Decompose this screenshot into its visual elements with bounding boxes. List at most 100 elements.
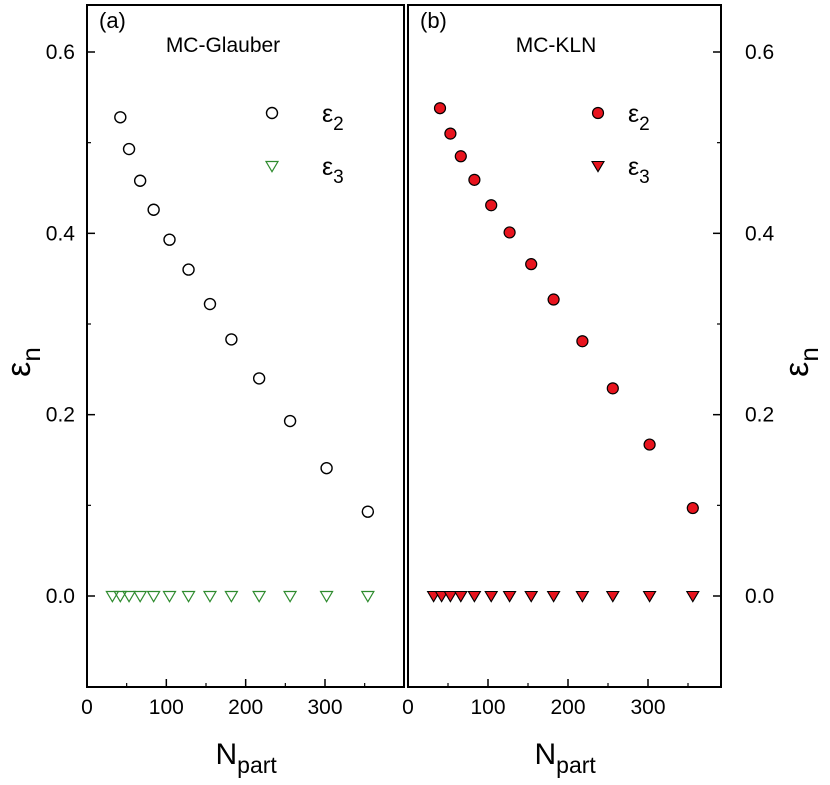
data-point-ε2: [433, 102, 447, 115]
legend-marker-ε2: [591, 106, 605, 120]
legend-label: ε2: [322, 100, 344, 135]
data-point-ε2: [225, 333, 238, 346]
legend-entry-ε2: ε2: [591, 100, 650, 135]
legend-entry-ε3: ε3: [264, 153, 344, 188]
data-point-ε2: [283, 414, 297, 428]
x-tick-label: 200: [550, 696, 585, 719]
data-point-ε3: [453, 590, 468, 603]
data-point-ε2: [576, 335, 589, 348]
x-tick-label: 100: [149, 696, 184, 719]
y-axis-title-group: εn: [0, 347, 46, 377]
data-point-ε3: [162, 590, 177, 603]
data-point-ε2: [320, 461, 333, 475]
legend-label-main: ε: [322, 153, 333, 181]
data-point-ε3: [283, 590, 298, 603]
data-point-ε3: [224, 590, 239, 603]
data-point-ε2: [686, 501, 699, 515]
series-ε2: [114, 111, 375, 518]
legend-label-main: ε: [628, 153, 639, 181]
legend-label-main: ε: [628, 100, 639, 128]
legend-label-main: ε: [322, 100, 333, 128]
series-ε2: [433, 102, 699, 515]
y-tick-label: 0.4: [745, 222, 775, 245]
x-tick-label: 0: [81, 696, 93, 719]
legend-marker-ε3: [264, 160, 280, 173]
legend-marker-ε3: [591, 160, 605, 173]
data-point-ε3: [524, 590, 539, 603]
legend-label: ε3: [628, 153, 650, 188]
data-point-ε2: [444, 127, 457, 140]
data-point-ε2: [114, 111, 127, 124]
data-point-ε2: [163, 233, 176, 246]
x-tick-label: 0: [402, 696, 414, 719]
y-axis-title: εn: [778, 347, 824, 377]
x-axis-title-sub: part: [556, 752, 596, 778]
data-point-ε3: [113, 590, 128, 603]
data-point-ε2: [503, 226, 516, 239]
plot-frame: [86, 4, 405, 688]
data-point-ε3: [252, 590, 267, 603]
y-axis-title-sub: n: [794, 347, 824, 361]
y-tick-label: 0.6: [745, 41, 774, 64]
y-axis-title-group: εn: [778, 347, 824, 377]
data-point-ε3: [642, 590, 657, 603]
data-point-ε2: [122, 142, 136, 156]
data-point-ε3: [319, 590, 334, 603]
plot-frame: [407, 4, 722, 688]
y-tick-label: 0.2: [46, 404, 75, 427]
data-point-ε2: [203, 297, 217, 311]
legend-label-sub: 2: [333, 114, 344, 135]
y-tick-label: 0.2: [745, 404, 774, 427]
legend-label-sub: 2: [639, 114, 650, 135]
data-point-ε2: [147, 203, 160, 216]
y-axis-title-main: ε: [0, 362, 38, 377]
data-point-ε3: [605, 590, 620, 603]
data-point-ε3: [575, 590, 590, 603]
x-axis-title-main: N: [216, 738, 238, 771]
panel-a: 0 100 200 300 0.0 0.2 0.4 0.6 Npart εn (a) MC-Glaub…: [0, 4, 405, 778]
data-point-ε3: [202, 590, 218, 603]
data-point-ε3: [434, 590, 449, 603]
series-ε3: [105, 590, 375, 603]
panel-label: (b): [420, 8, 447, 33]
y-tick-label: 0.0: [46, 585, 75, 608]
data-point-ε2: [182, 263, 195, 276]
data-point-ε3: [146, 590, 161, 603]
legend-entry-ε2: ε2: [265, 100, 344, 135]
data-point-ε3: [484, 590, 499, 603]
data-point-ε3: [443, 590, 458, 603]
x-axis-title: Npart: [535, 738, 597, 778]
data-point-ε3: [181, 590, 196, 603]
x-axis-title-sub: part: [237, 752, 277, 778]
data-point-ε3: [133, 590, 148, 603]
legend-label-sub: 3: [333, 167, 344, 188]
y-tick-label: 0.4: [46, 222, 76, 245]
data-point-ε2: [547, 293, 560, 306]
x-axis-title: Npart: [216, 738, 278, 778]
legend-label: ε3: [322, 153, 344, 188]
series-ε3: [426, 590, 700, 603]
panel-b: 0 100 200 3000.00.20.40.6Npartεn(b)MC-KLNε2…: [402, 4, 824, 778]
data-point-ε2: [361, 505, 375, 518]
data-point-ε3: [502, 590, 517, 603]
data-point-ε2: [252, 372, 266, 385]
data-point-ε3: [467, 590, 482, 603]
y-tick-label: 0.6: [46, 41, 75, 64]
data-point-ε2: [485, 199, 498, 212]
data-point-ε3: [546, 590, 561, 603]
x-tick-label: 300: [307, 696, 342, 719]
legend-marker-ε2: [265, 106, 279, 120]
model-title: MC-Glauber: [166, 34, 280, 57]
x-tick-label: 100: [470, 696, 505, 719]
y-axis-title-main: ε: [778, 362, 816, 377]
x-tick-label: 300: [630, 696, 665, 719]
panel-label: (a): [99, 8, 126, 33]
x-tick-label: 200: [228, 696, 263, 719]
legend-entry-ε3: ε3: [591, 153, 650, 188]
data-point-ε2: [133, 174, 147, 187]
model-title: MC-KLN: [516, 34, 597, 57]
data-point-ε3: [685, 590, 700, 603]
data-point-ε2: [454, 150, 467, 163]
